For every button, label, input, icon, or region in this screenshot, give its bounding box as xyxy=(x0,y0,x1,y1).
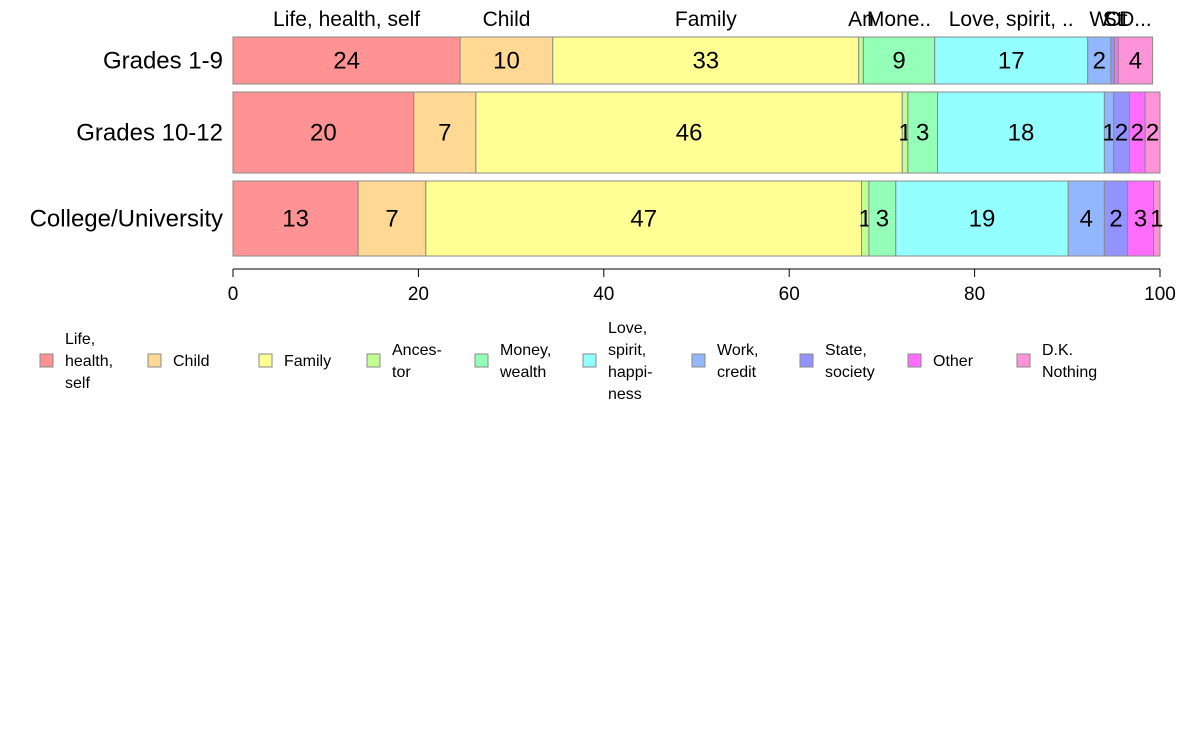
bar-segment xyxy=(895,180,1069,257)
data-label: 3 xyxy=(916,120,929,147)
data-label: 17 xyxy=(998,48,1025,75)
data-label: 20 xyxy=(310,120,337,147)
data-label: 24 xyxy=(333,48,360,75)
x-tick-label: 100 xyxy=(1144,284,1176,305)
top-category-label: Family xyxy=(675,8,737,31)
legend-label: society xyxy=(825,364,875,381)
top-category-label: An xyxy=(848,8,874,31)
data-label: 3 xyxy=(876,206,889,233)
x-tick-label: 80 xyxy=(964,284,985,305)
data-label: 33 xyxy=(692,48,719,75)
bar-segment xyxy=(1114,36,1119,85)
legend-label: Ances- xyxy=(392,342,442,359)
data-label: 1 xyxy=(1102,120,1115,147)
legend-label: tor xyxy=(392,364,411,381)
legend-swatch xyxy=(147,353,162,368)
legend-label: State, xyxy=(825,342,867,359)
x-tick-label: 60 xyxy=(779,284,800,305)
legend-swatch xyxy=(258,353,273,368)
legend-label: Child xyxy=(173,353,209,370)
legend-label: wealth xyxy=(499,364,546,381)
legend-label: Family xyxy=(284,353,331,370)
bar-segment xyxy=(475,91,903,174)
legend-label: Money, xyxy=(500,342,551,359)
bar-segment xyxy=(425,180,863,257)
legend-swatch xyxy=(582,353,597,368)
legend-swatch xyxy=(366,353,381,368)
legend-swatch xyxy=(907,353,922,368)
top-category-label: Ot xyxy=(1105,8,1127,31)
legend-label: happi- xyxy=(608,364,652,381)
bar-segment xyxy=(1153,180,1161,257)
top-category-label: Mone.. xyxy=(867,8,931,31)
row-label: Grades 1-9 xyxy=(103,48,223,75)
bar-segment xyxy=(552,36,860,85)
legend-swatch xyxy=(691,353,706,368)
legend-label: health, xyxy=(65,353,113,370)
top-category-label: Love, spirit, .. xyxy=(949,8,1074,31)
legend-swatch xyxy=(39,353,54,368)
bar-segment xyxy=(937,91,1105,174)
legend-label: Nothing xyxy=(1042,364,1097,381)
top-category-label: St xyxy=(1103,8,1123,31)
legend-label: Work, xyxy=(717,342,758,359)
data-label: 13 xyxy=(282,206,309,233)
top-category-label: Child xyxy=(483,8,531,31)
legend-swatch xyxy=(1016,353,1031,368)
bar-segment xyxy=(868,180,897,257)
data-label: 46 xyxy=(676,120,703,147)
bar-segment xyxy=(1067,180,1105,257)
row-label: Grades 10-12 xyxy=(76,120,223,147)
data-label: 2 xyxy=(1146,120,1159,147)
legend-label: Life, xyxy=(65,331,95,348)
top-category-label: Life, health, self xyxy=(273,8,420,31)
legend-label: Other xyxy=(933,353,974,370)
x-tick-label: 0 xyxy=(228,284,239,305)
data-label: 1 xyxy=(1150,206,1163,233)
data-label: 2 xyxy=(1131,120,1144,147)
legend-swatch xyxy=(799,353,814,368)
data-label: 47 xyxy=(630,206,657,233)
bar-segment xyxy=(1144,91,1161,174)
data-label: 3 xyxy=(1134,206,1147,233)
bar-segment xyxy=(1117,36,1154,85)
legend-label: D.K. xyxy=(1042,342,1073,359)
data-label: 18 xyxy=(1008,120,1035,147)
bar-segment xyxy=(232,180,359,257)
data-label: 7 xyxy=(385,206,398,233)
bar-segment xyxy=(459,36,554,85)
legend-label: spirit, xyxy=(608,342,646,359)
data-label: 2 xyxy=(1109,206,1122,233)
top-category-label: D... xyxy=(1119,8,1152,31)
bar-segment xyxy=(1110,36,1116,85)
data-label: 2 xyxy=(1093,48,1106,75)
legend-label: self xyxy=(65,375,90,392)
x-tick-label: 40 xyxy=(593,284,614,305)
x-tick-label: 20 xyxy=(408,284,429,305)
legend-label: Love, xyxy=(608,320,647,337)
data-label: 10 xyxy=(493,48,520,75)
bar-segment xyxy=(934,36,1089,85)
row-label: College/University xyxy=(30,206,223,233)
data-label: 7 xyxy=(438,120,451,147)
top-category-label: W xyxy=(1089,8,1109,31)
data-label: 2 xyxy=(1115,120,1128,147)
data-label: 4 xyxy=(1080,206,1093,233)
bar-segment xyxy=(232,91,415,174)
bar-segment xyxy=(858,36,864,85)
bar-segment xyxy=(413,91,477,174)
legend-label: credit xyxy=(717,364,757,381)
data-label: 9 xyxy=(892,48,905,75)
bar-segment xyxy=(357,180,427,257)
data-label: 19 xyxy=(969,206,996,233)
legend-label: ness xyxy=(608,386,642,403)
bar-segment xyxy=(907,91,939,174)
data-label: 4 xyxy=(1129,48,1142,75)
legend-swatch xyxy=(474,353,489,368)
